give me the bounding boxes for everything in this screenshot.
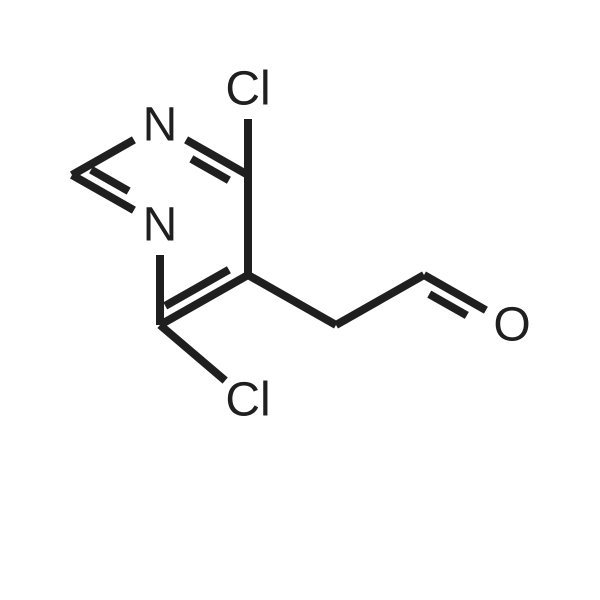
bond-line	[248, 275, 336, 325]
molecule-diagram: NN Cl Cl O	[0, 0, 600, 600]
atom-label-cl: Cl	[225, 63, 270, 116]
bond-line	[72, 140, 134, 175]
atom-label-o: O	[493, 299, 530, 352]
atom-label-cl: Cl	[225, 374, 270, 427]
atom-label-n: N	[143, 199, 178, 252]
atom-label-n: N	[143, 99, 178, 152]
bond-line	[336, 275, 424, 325]
bond-line	[160, 325, 225, 381]
bonds-group	[72, 119, 486, 381]
atom-labels-group: NN Cl Cl O	[143, 63, 531, 427]
